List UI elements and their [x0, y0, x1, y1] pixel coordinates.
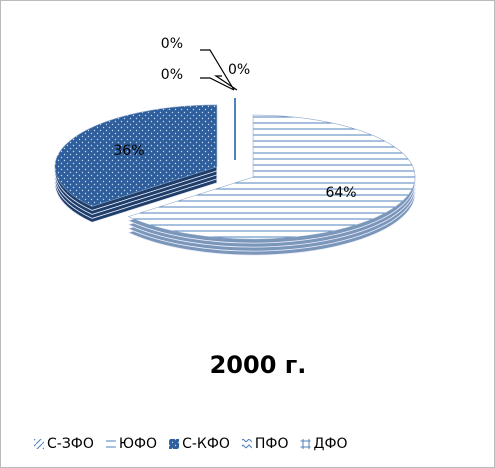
- legend-swatch: [34, 439, 44, 449]
- data-label: 0%: [228, 62, 250, 78]
- leader-line: [200, 49, 235, 91]
- legend-swatch: [169, 439, 180, 449]
- legend-label: ДФО: [314, 436, 348, 452]
- data-label: 0%: [161, 67, 183, 83]
- legend-swatch: [105, 439, 116, 449]
- legend: С-ЗФО ЮФО С-КФО ПФО ДФО: [34, 436, 348, 452]
- leader-line: [200, 77, 235, 91]
- pie-slice: [127, 114, 416, 240]
- legend-label: ПФО: [255, 436, 289, 452]
- data-label: 64%: [325, 185, 356, 201]
- legend-label: ЮФО: [119, 436, 157, 452]
- pie-slice: [54, 104, 218, 207]
- legend-swatch: [300, 439, 311, 449]
- chart-title: 2000 г.: [210, 351, 307, 379]
- data-label: 0%: [161, 36, 183, 52]
- leader-line: [214, 75, 238, 91]
- legend-swatch: [241, 439, 252, 449]
- legend-label: С-ЗФО: [47, 436, 94, 452]
- data-label: 36%: [113, 143, 144, 159]
- legend-label: С-КФО: [182, 436, 230, 452]
